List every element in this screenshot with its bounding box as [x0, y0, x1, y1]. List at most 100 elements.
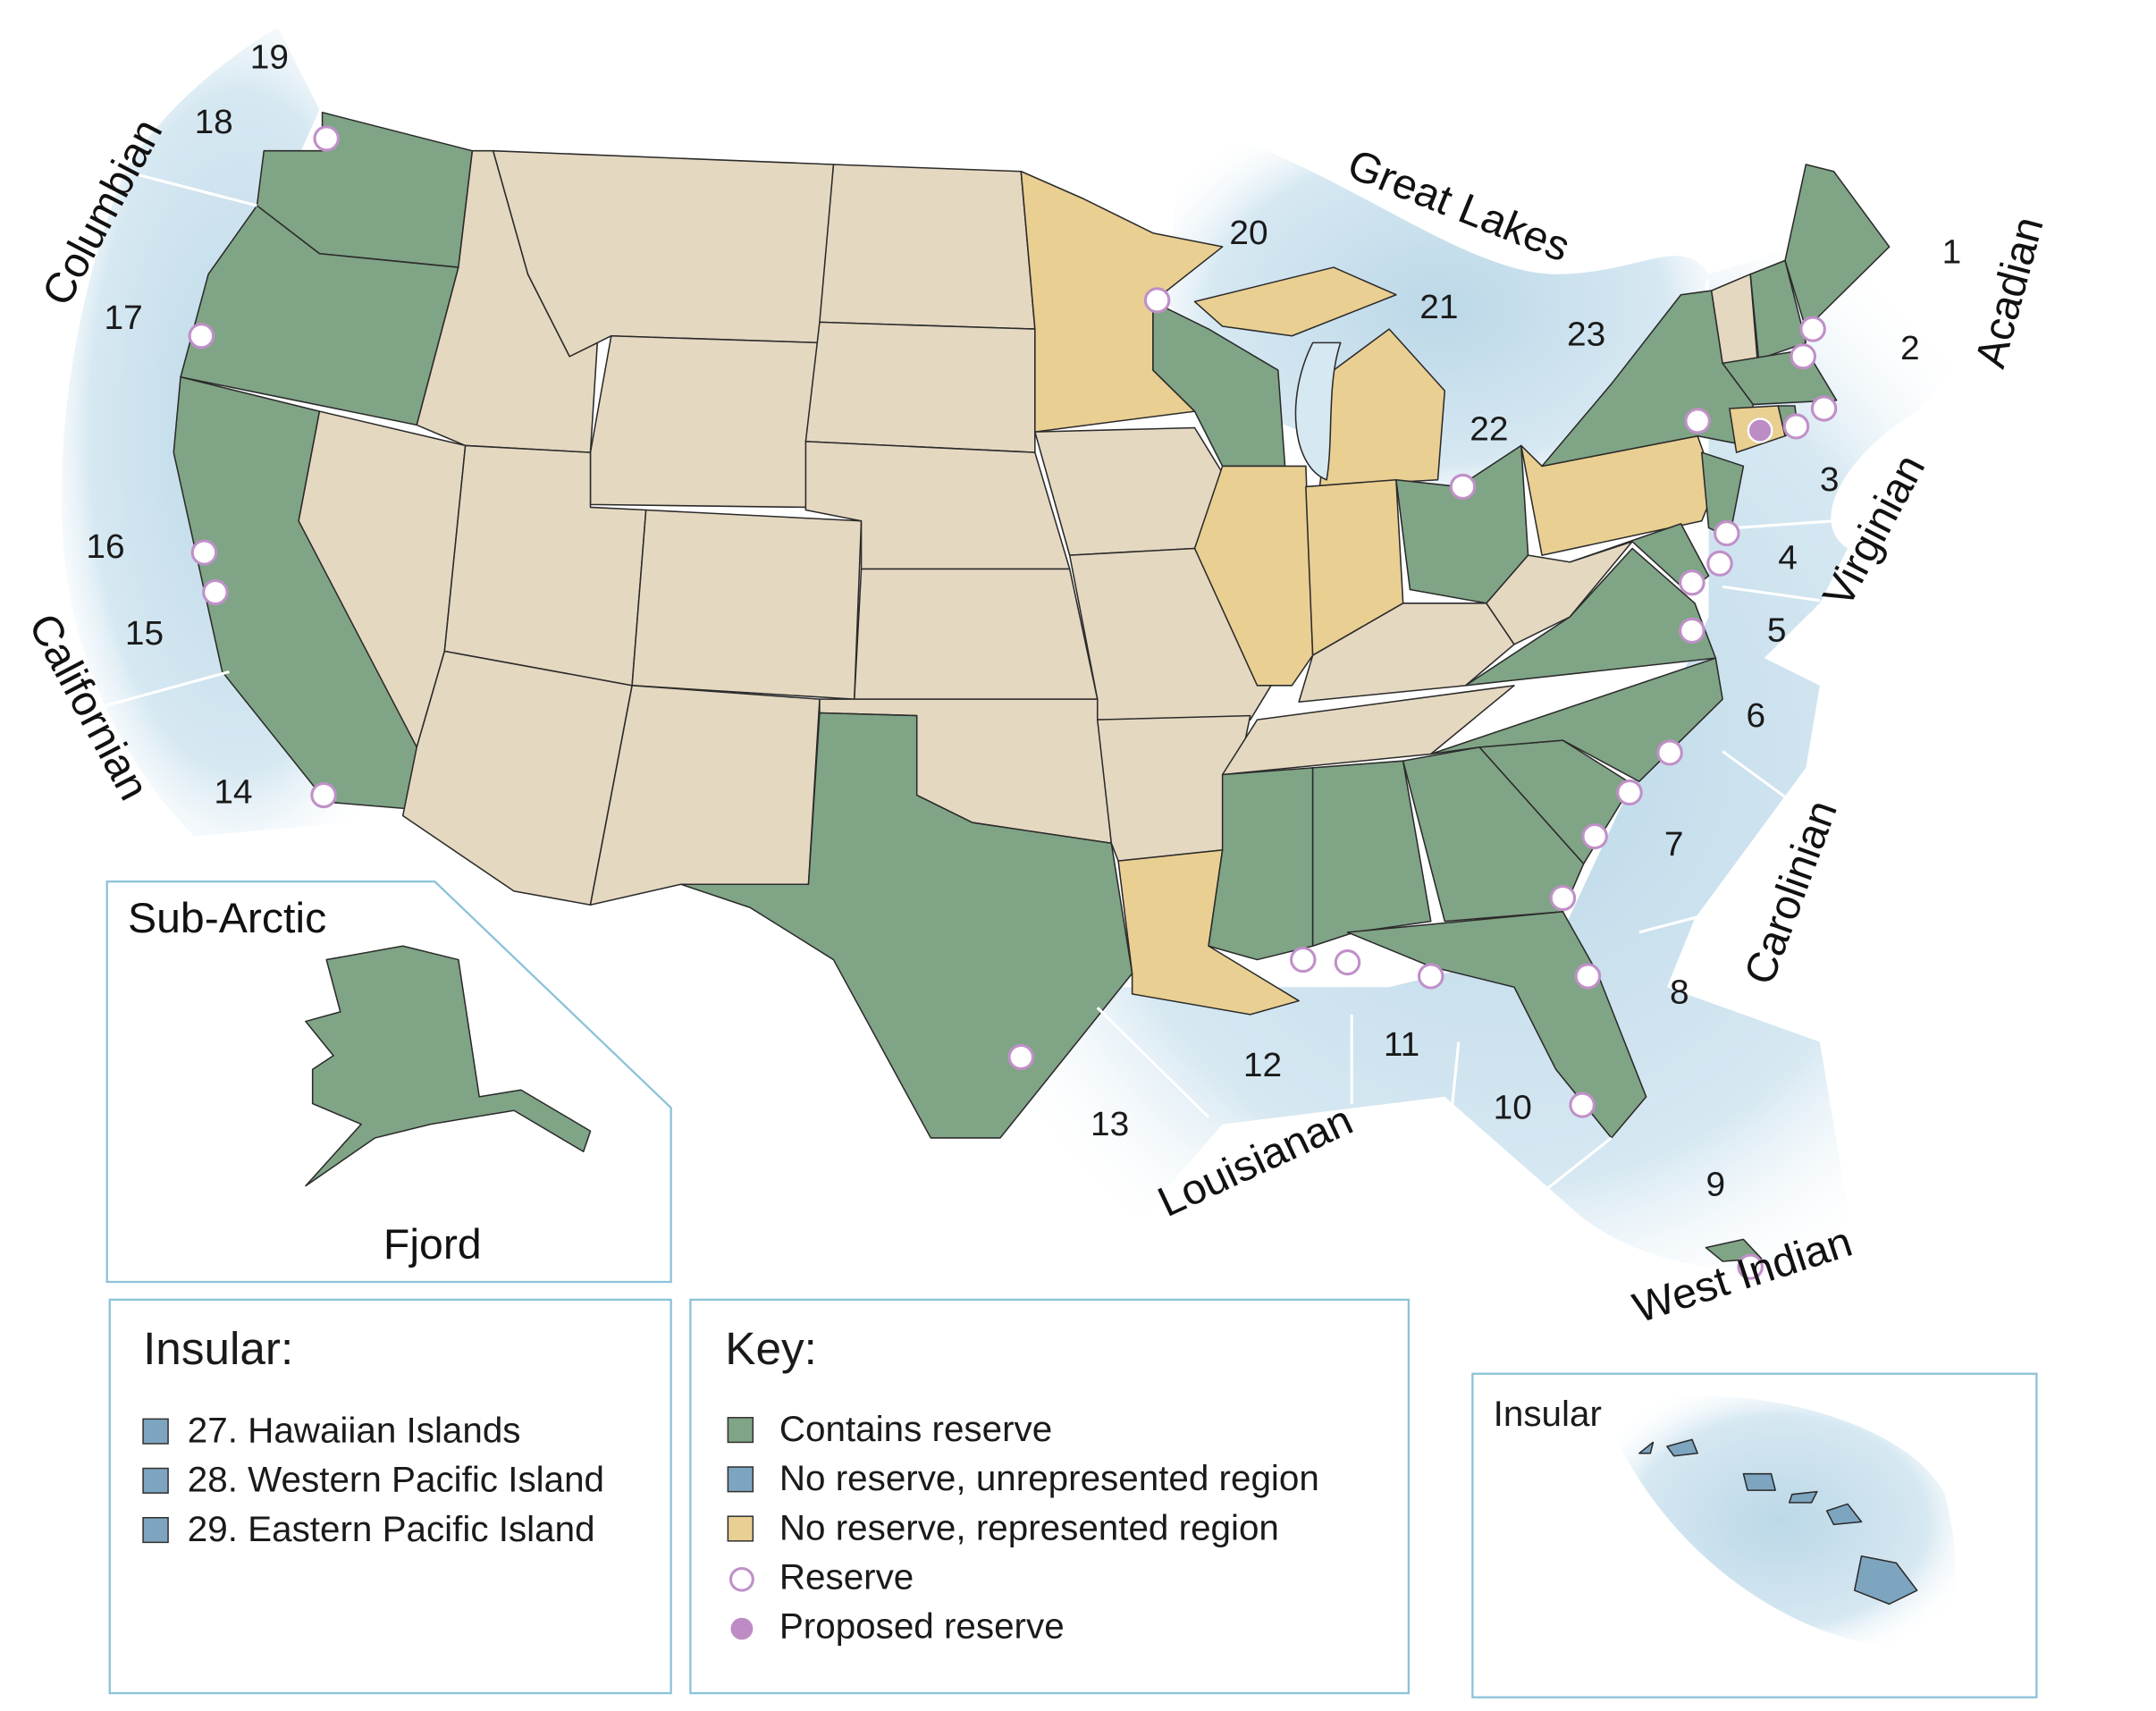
- subregion-number-16: 16: [86, 527, 124, 566]
- state: [1311, 760, 1432, 947]
- region-divider: [1638, 914, 1703, 934]
- reserve-marker[interactable]: [190, 539, 218, 566]
- region-divider: [1096, 1007, 1210, 1119]
- subregion-number-9: 9: [1705, 1166, 1725, 1204]
- reserve-marker[interactable]: [202, 578, 229, 606]
- subregion-number-21: 21: [1419, 288, 1458, 326]
- reserve-marker[interactable]: [1143, 287, 1171, 314]
- key-swatch: [727, 1466, 754, 1493]
- region-divider: [1722, 585, 1821, 603]
- insular-item: 29. Eastern Pacific Island: [188, 1509, 595, 1549]
- reserve-marker[interactable]: [1449, 473, 1477, 501]
- subregion-number-19: 19: [250, 38, 289, 77]
- hawaiian-island: [1666, 1438, 1698, 1457]
- reserve-marker[interactable]: [1737, 1253, 1764, 1280]
- key-item-label: Proposed reserve: [779, 1606, 1065, 1647]
- subregion-number-5: 5: [1767, 611, 1787, 650]
- subregion-number-8: 8: [1670, 974, 1689, 1012]
- subregion-number-3: 3: [1820, 460, 1840, 499]
- key-title: Key:: [725, 1323, 817, 1374]
- state: [1034, 426, 1224, 556]
- insular-swatch: [142, 1467, 169, 1494]
- reserve-marker[interactable]: [310, 781, 337, 809]
- insular-item: 27. Hawaiian Islands: [188, 1411, 521, 1451]
- subregion-number-17: 17: [105, 299, 143, 337]
- state: [631, 509, 863, 700]
- state: [679, 712, 1133, 1139]
- subregion-number-6: 6: [1747, 696, 1766, 735]
- reserve-marker[interactable]: [1549, 884, 1577, 912]
- region-divider: [1722, 750, 1793, 804]
- reserve-marker[interactable]: [1782, 413, 1810, 440]
- hawaii-inset: [1604, 1395, 1956, 1648]
- state: [1193, 465, 1314, 687]
- subregion-number-12: 12: [1243, 1046, 1282, 1084]
- states: [173, 111, 1891, 1262]
- reserve-marker[interactable]: [1569, 1092, 1596, 1118]
- region-divider: [104, 670, 230, 708]
- reserve-marker[interactable]: [1581, 822, 1608, 850]
- reserve-marker[interactable]: [1810, 395, 1838, 422]
- state: [804, 321, 1036, 453]
- reserve-marker[interactable]: [1679, 617, 1705, 645]
- proposed-reserve-marker[interactable]: [1747, 417, 1773, 443]
- lake-michigan: [1294, 341, 1342, 481]
- insular-swatch: [142, 1516, 169, 1544]
- reserve-marker[interactable]: [313, 125, 340, 152]
- key-box: [689, 1298, 1411, 1695]
- reserve-marker[interactable]: [188, 323, 215, 350]
- region-divider: [1541, 1136, 1613, 1194]
- subregion-number-20: 20: [1229, 214, 1267, 252]
- insular-list-title: Insular:: [143, 1323, 293, 1374]
- state: [819, 164, 1036, 330]
- reserve-marker[interactable]: [1684, 408, 1711, 434]
- reserve-marker[interactable]: [1799, 316, 1826, 342]
- reserve-marker[interactable]: [1417, 963, 1444, 990]
- insular-list-box: [108, 1298, 672, 1695]
- subregion-number-13: 13: [1091, 1105, 1129, 1143]
- key-item-label: Contains reserve: [779, 1409, 1052, 1449]
- region-divider: [1861, 279, 1974, 300]
- reserve-marker[interactable]: [1574, 963, 1602, 990]
- insular-list: 27. Hawaiian Islands 28. Western Pacific …: [142, 1411, 604, 1549]
- region-divider: [1450, 1041, 1461, 1111]
- reserve-marker[interactable]: [1706, 550, 1733, 577]
- hawaiian-island: [1742, 1472, 1776, 1491]
- state: [589, 334, 821, 509]
- insular-item: 28. Western Pacific Island: [188, 1460, 604, 1500]
- hawaiian-island: [1788, 1490, 1818, 1504]
- key-swatch: [727, 1515, 754, 1542]
- key-proposed-reserve-icon: [730, 1617, 754, 1640]
- subregion-number-15: 15: [125, 614, 164, 653]
- reserve-marker[interactable]: [1007, 1043, 1035, 1071]
- subregion-number-11: 11: [1384, 1025, 1419, 1064]
- reserve-marker[interactable]: [1616, 779, 1643, 806]
- key-item-label: Reserve: [779, 1557, 914, 1597]
- key-item-label: No reserve, unrepresented region: [779, 1458, 1319, 1498]
- subregion-number-14: 14: [214, 773, 252, 812]
- key-legend: Contains reserve No reserve, unrepresente…: [727, 1409, 1319, 1647]
- region-label-insular: Insular: [1494, 1394, 1602, 1434]
- hawaiian-island: [1853, 1555, 1918, 1606]
- region-divider: [1736, 519, 1834, 529]
- region-label-sub-arctic: Sub-Arctic: [128, 895, 326, 942]
- subregion-number-23: 23: [1567, 316, 1605, 354]
- reserve-marker[interactable]: [1714, 520, 1740, 547]
- region-divider: [124, 170, 257, 207]
- hawaiian-island: [1638, 1441, 1655, 1454]
- state: [854, 568, 1099, 700]
- subregion-number-2: 2: [1900, 329, 1920, 367]
- hawaiian-island: [1825, 1503, 1863, 1526]
- reserve-marker[interactable]: [1290, 946, 1317, 974]
- state: [1784, 164, 1891, 330]
- reserve-marker[interactable]: [1334, 949, 1361, 976]
- key-item-label: No reserve, represented region: [779, 1508, 1279, 1548]
- reserve-marker[interactable]: [1679, 569, 1705, 596]
- subregion-number-18: 18: [195, 103, 233, 141]
- reserve-marker[interactable]: [1790, 343, 1817, 370]
- reserve-marker[interactable]: [1656, 739, 1683, 766]
- subregion-number-1: 1: [1942, 233, 1962, 272]
- subregion-number-4: 4: [1778, 539, 1798, 577]
- state: [1464, 547, 1717, 687]
